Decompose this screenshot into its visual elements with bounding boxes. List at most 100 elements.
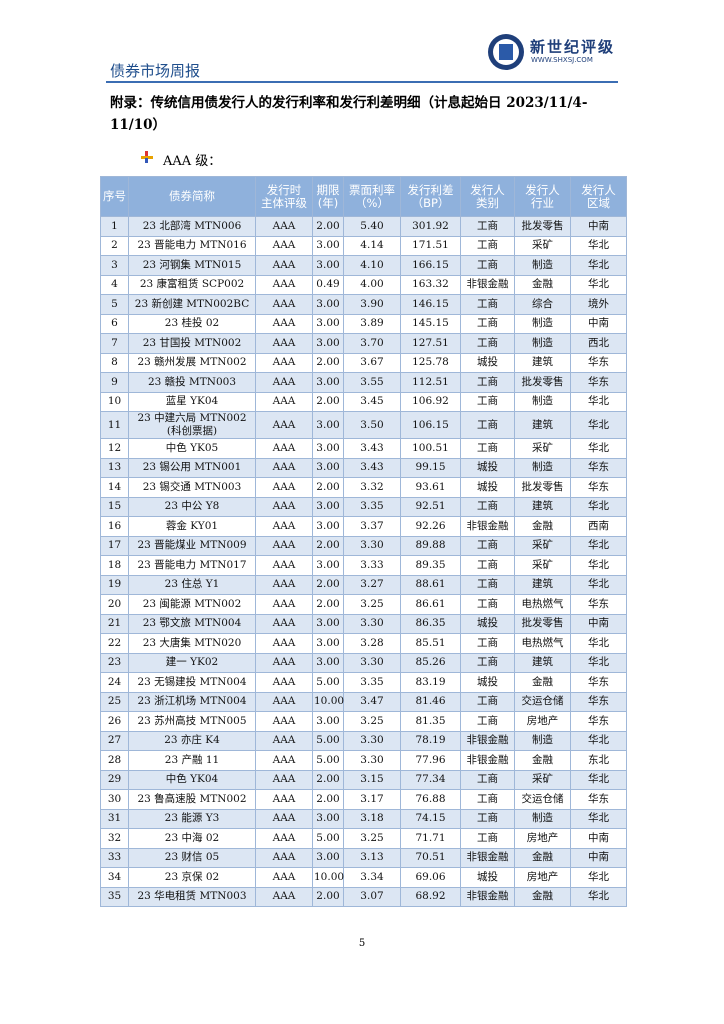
table-row: 15 23 中公 Y8 AAA 3.00 3.35 92.51 工商 建筑 华北 [100, 496, 627, 517]
table-cell: 中南 [570, 216, 627, 237]
table-cell: 3.35 [343, 672, 401, 693]
table-cell: 22 [100, 633, 129, 654]
table-row: 27 23 亦庄 K4 AAA 5.00 3.30 78.19 非银金融 制造 华北 [100, 730, 627, 751]
table-cell: 非银金融 [460, 730, 515, 751]
table-cell: AAA [255, 808, 313, 829]
table-cell: 3.70 [343, 333, 401, 354]
table-cell: 建筑 [514, 352, 571, 373]
table-cell: 城投 [460, 867, 515, 888]
table-cell: 10.00 [312, 691, 344, 712]
header-line: 债券简称 [169, 189, 215, 203]
table-cell: AAA [255, 516, 313, 537]
header-line: (年) [317, 195, 339, 210]
table-cell: 中色 YK04 [128, 769, 256, 790]
table-cell: 23 大唐集 MTN020 [128, 633, 256, 654]
table-cell: AAA [255, 216, 313, 237]
header-cell: 期限 (年) [312, 176, 344, 217]
table-cell: 3.35 [343, 496, 401, 517]
table-cell: AAA [255, 391, 313, 412]
table-cell: 房地产 [514, 867, 571, 888]
table-cell: 70.51 [400, 847, 461, 868]
table-cell: 金融 [514, 672, 571, 693]
table-cell: 华北 [570, 274, 627, 295]
table-cell: 华东 [570, 711, 627, 732]
table-cell: AAA [255, 769, 313, 790]
table-row: 14 23 锡交通 MTN003 AAA 2.00 3.32 93.61 城投 批发零售 华东 [100, 477, 627, 498]
table-cell: 145.15 [400, 313, 461, 334]
table-cell: 华北 [570, 633, 627, 654]
table-cell: 3.00 [312, 711, 344, 732]
website: WWW.SHXSJ.COM [531, 56, 593, 64]
table-cell: 11 [100, 411, 129, 439]
table-cell: AAA [255, 652, 313, 673]
table-cell: 3 [100, 255, 129, 276]
table-cell: 非银金融 [460, 886, 515, 907]
table-cell: 批发零售 [514, 613, 571, 634]
table-cell: 89.35 [400, 555, 461, 576]
table-cell: 3.00 [312, 438, 344, 459]
table-cell: 9 [100, 372, 129, 393]
table-cell: 23 晋能煤业 MTN009 [128, 535, 256, 556]
table-cell: 23 华电租赁 MTN003 [128, 886, 256, 907]
table-cell: 3.43 [343, 457, 401, 478]
table-cell: 采矿 [514, 535, 571, 556]
table-cell: 16 [100, 516, 129, 537]
table-row: 31 23 能源 Y3 AAA 3.00 3.18 74.15 工商 制造 华北 [100, 808, 627, 829]
table-cell: 华北 [570, 438, 627, 459]
appendix-title: 附录：传统信用债发行人的发行利率和发行利差明细（计息起始日 2023/11/4-… [110, 95, 588, 133]
table-cell: 制造 [514, 255, 571, 276]
table-cell: 3.00 [312, 235, 344, 256]
header-cell: 序号 [100, 176, 129, 217]
table-cell: 3.00 [312, 457, 344, 478]
table-cell: AAA [255, 711, 313, 732]
table-cell: 华北 [570, 391, 627, 412]
table-cell: 批发零售 [514, 216, 571, 237]
bullet-icon [141, 151, 153, 163]
table-cell: 2.00 [312, 391, 344, 412]
table-cell: 中南 [570, 313, 627, 334]
table-cell: 3.30 [343, 535, 401, 556]
table-cell: 30 [100, 789, 129, 810]
table-cell: 3.28 [343, 633, 401, 654]
table-cell: 工商 [460, 828, 515, 849]
table-cell: 3.00 [312, 294, 344, 315]
table-row: 13 23 锡公用 MTN001 AAA 3.00 3.43 99.15 城投 制造 华东 [100, 457, 627, 478]
table-cell: 166.15 [400, 255, 461, 276]
table-cell: 3.89 [343, 313, 401, 334]
header-line: 票面利率 [349, 182, 395, 197]
table-cell: 3.32 [343, 477, 401, 498]
table-cell: 24 [100, 672, 129, 693]
table-cell: AAA [255, 457, 313, 478]
table-cell: 106.15 [400, 411, 461, 439]
table-cell: 建筑 [514, 496, 571, 517]
table-cell: AAA [255, 496, 313, 517]
table-cell: 23 河钢集 MTN015 [128, 255, 256, 276]
table-cell: 城投 [460, 477, 515, 498]
table-cell: AAA [255, 750, 313, 771]
table-cell: 华东 [570, 372, 627, 393]
table-cell: 华东 [570, 789, 627, 810]
table-row: 17 23 晋能煤业 MTN009 AAA 2.00 3.30 89.88 工商 采矿 华北 [100, 535, 627, 556]
table-cell: 蓝星 YK04 [128, 391, 256, 412]
table-cell: AAA [255, 789, 313, 810]
table-cell: AAA [255, 847, 313, 868]
table-cell: 23 住总 Y1 [128, 574, 256, 595]
table-row: 10 蓝星 YK04 AAA 2.00 3.45 106.92 工商 制造 华北 [100, 391, 627, 412]
table-row: 8 23 赣州发展 MTN002 AAA 2.00 3.67 125.78 城投 建筑 华东 [100, 352, 627, 373]
header-line: 发行时 [266, 182, 302, 197]
table-cell: 制造 [514, 391, 571, 412]
table-cell: 工商 [460, 294, 515, 315]
table-cell: 工商 [460, 555, 515, 576]
table-cell: 采矿 [514, 438, 571, 459]
table-cell: 3.07 [343, 886, 401, 907]
table-cell: AAA [255, 535, 313, 556]
table-cell: 23 浙江机场 MTN004 [128, 691, 256, 712]
table-cell: 92.26 [400, 516, 461, 537]
table-cell: 境外 [570, 294, 627, 315]
table-cell: 3.33 [343, 555, 401, 576]
table-cell: 工商 [460, 711, 515, 732]
table-cell: 西北 [570, 333, 627, 354]
table-cell: 5.00 [312, 750, 344, 771]
table-cell: 华北 [570, 808, 627, 829]
table-cell: 21 [100, 613, 129, 634]
